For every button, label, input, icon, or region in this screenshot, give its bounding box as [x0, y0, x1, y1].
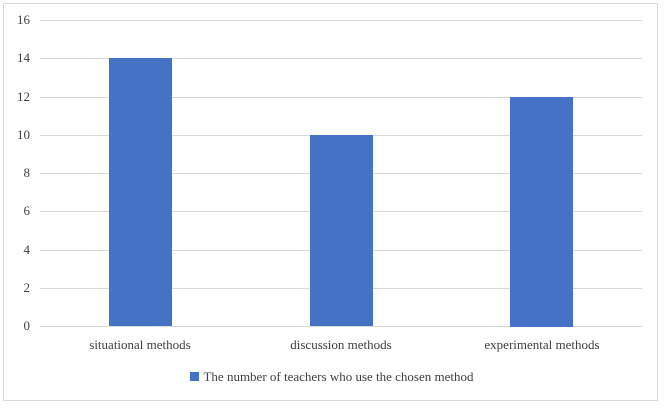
legend: The number of teachers who use the chose…	[0, 369, 664, 385]
gridline	[40, 97, 642, 98]
y-tick-label: 8	[23, 165, 31, 180]
y-tick-label: 6	[23, 203, 31, 218]
y-tick-label: 10	[17, 127, 30, 142]
legend-swatch	[190, 372, 200, 381]
y-tick-label: 12	[17, 89, 30, 104]
bar-situational-methods	[109, 58, 172, 326]
gridline	[40, 326, 642, 327]
bar-discussion-methods	[310, 135, 373, 326]
y-tick-label: 2	[23, 280, 31, 295]
y-tick-label: 0	[23, 318, 31, 333]
gridline	[40, 58, 642, 59]
legend-label: The number of teachers who use the chose…	[203, 369, 474, 384]
gridline	[40, 20, 642, 21]
chart-frame	[3, 3, 658, 401]
x-tick-label: situational methods	[89, 337, 191, 352]
y-tick-label: 4	[23, 242, 31, 257]
bar-experimental-methods	[510, 97, 573, 327]
y-tick-label: 16	[17, 12, 30, 27]
x-tick-label: experimental methods	[484, 337, 600, 352]
x-tick-label: discussion methods	[290, 337, 392, 352]
y-tick-label: 14	[17, 50, 30, 65]
